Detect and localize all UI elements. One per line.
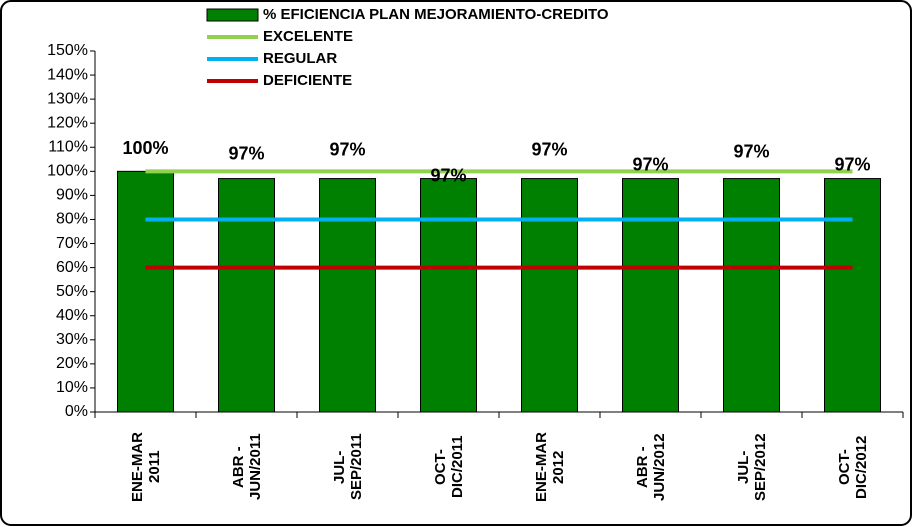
data-label: 97% <box>228 143 264 163</box>
legend-label: REGULAR <box>263 50 337 67</box>
y-tick-label: 140% <box>47 66 88 83</box>
bar <box>521 178 578 413</box>
data-label: 97% <box>531 139 567 159</box>
data-label: 97% <box>329 139 365 159</box>
y-tick-label: 110% <box>48 138 88 155</box>
x-tick-label: ENE-MAR 2011 <box>128 432 163 502</box>
y-tick-label: 150% <box>47 42 88 59</box>
x-tick-label: JUL-SEP/2011 <box>330 433 365 501</box>
bar <box>723 178 780 413</box>
x-tick-label: OCT-DIC/2012 <box>835 435 870 499</box>
legend-label: EXCELENTE <box>263 28 353 45</box>
y-tick-label: 20% <box>56 355 88 372</box>
data-label: 97% <box>632 154 668 174</box>
x-tick-label: JUL-SEP/2012 <box>734 433 769 501</box>
bar <box>117 170 174 413</box>
y-tick-label: 70% <box>56 235 88 252</box>
legend-label: DEFICIENTE <box>263 72 352 89</box>
x-tick-label: OCT-DIC/2011 <box>431 435 466 499</box>
x-tick-label: ABR - JUN/2012 <box>633 433 668 501</box>
legend-swatch <box>206 8 259 22</box>
y-tick-label: 50% <box>56 283 88 300</box>
y-tick-label: 120% <box>47 114 88 131</box>
y-tick-label: 0% <box>65 403 88 420</box>
bar <box>218 178 275 413</box>
data-label: 97% <box>733 141 769 161</box>
y-tick-label: 10% <box>56 379 88 396</box>
bar <box>824 178 881 413</box>
data-label: 97% <box>834 154 870 174</box>
y-tick-label: 40% <box>56 307 88 324</box>
x-tick-label: ABR - JUN/2011 <box>229 433 264 501</box>
y-tick-label: 60% <box>56 259 88 276</box>
data-label: 97% <box>430 165 466 185</box>
x-tick-label: ENE-MAR 2012 <box>532 432 567 502</box>
y-tick-label: 80% <box>56 211 88 228</box>
y-tick-label: 130% <box>47 90 88 107</box>
y-tick-label: 90% <box>56 187 88 204</box>
bar <box>420 178 477 413</box>
bar <box>319 178 376 413</box>
y-tick-label: 30% <box>56 331 88 348</box>
y-tick-label: 100% <box>47 163 88 180</box>
bar <box>622 178 679 413</box>
legend-label: % EFICIENCIA PLAN MEJORAMIENTO-CREDITO <box>263 6 609 23</box>
data-label: 100% <box>122 138 168 158</box>
